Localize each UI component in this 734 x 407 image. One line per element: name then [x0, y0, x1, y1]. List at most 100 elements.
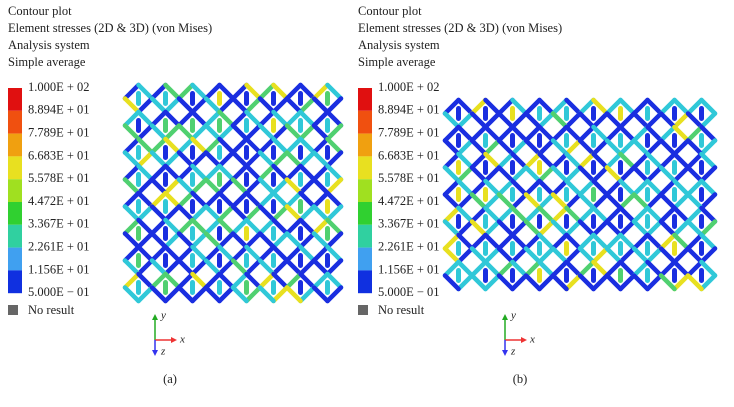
strut	[203, 109, 222, 128]
strut	[257, 109, 276, 128]
strut	[122, 123, 141, 142]
strut	[442, 232, 461, 251]
strut	[672, 151, 691, 170]
strut	[298, 271, 317, 290]
strut	[257, 163, 276, 182]
strut	[325, 217, 344, 236]
strut	[618, 124, 637, 143]
strut	[230, 190, 249, 209]
strut	[604, 232, 623, 251]
strut	[469, 219, 488, 238]
legend-label: 5.000E − 01	[28, 285, 90, 299]
strut	[469, 178, 488, 197]
strut	[658, 273, 677, 292]
legend-label: 3.367E + 01	[378, 217, 440, 231]
strut	[456, 219, 475, 238]
strut	[456, 259, 475, 278]
strut	[244, 271, 263, 290]
strut	[136, 163, 155, 182]
strut	[483, 178, 502, 197]
strut	[136, 271, 155, 290]
strut	[672, 219, 691, 238]
strut	[564, 219, 583, 238]
strut	[645, 232, 664, 251]
strut	[631, 205, 650, 224]
strut	[550, 138, 569, 157]
strut	[577, 232, 596, 251]
strut	[577, 178, 596, 197]
strut	[217, 190, 236, 209]
strut	[537, 259, 556, 278]
legend-label: 1.156E + 01	[28, 262, 90, 276]
strut	[645, 259, 664, 278]
strut	[645, 246, 664, 265]
strut	[217, 271, 236, 290]
strut	[149, 96, 168, 115]
strut	[163, 285, 182, 304]
strut	[217, 82, 236, 101]
strut	[298, 123, 317, 142]
strut	[523, 165, 542, 184]
strut	[685, 178, 704, 197]
strut	[564, 138, 583, 157]
legend-label: 8.894E + 01	[378, 103, 440, 117]
strut	[244, 150, 263, 169]
strut	[658, 151, 677, 170]
strut	[271, 231, 290, 250]
strut	[645, 111, 664, 130]
strut	[325, 150, 344, 169]
strut	[523, 97, 542, 116]
legend-label: 1.000E + 02	[378, 80, 440, 94]
strut	[537, 178, 556, 197]
header-line: Simple average	[358, 55, 436, 69]
strut	[442, 219, 461, 238]
strut	[122, 244, 141, 263]
strut	[284, 136, 303, 155]
strut	[230, 82, 249, 101]
strut	[577, 246, 596, 265]
strut	[510, 178, 529, 197]
strut	[631, 124, 650, 143]
strut	[550, 192, 569, 211]
legend-label: 5.578E + 01	[378, 171, 440, 185]
y-arrow-head	[152, 314, 158, 320]
strut	[163, 231, 182, 250]
strut	[685, 219, 704, 238]
no-result-swatch	[8, 305, 18, 315]
strut	[483, 165, 502, 184]
strut	[271, 204, 290, 223]
legend-label: 3.367E + 01	[28, 217, 90, 231]
strut	[136, 285, 155, 304]
strut	[483, 192, 502, 211]
strut	[203, 123, 222, 142]
strut	[699, 97, 718, 116]
strut	[149, 285, 168, 304]
strut	[203, 150, 222, 169]
strut	[537, 219, 556, 238]
strut	[149, 109, 168, 128]
strut	[149, 244, 168, 263]
strut	[136, 177, 155, 196]
strut	[496, 192, 515, 211]
strut	[298, 231, 317, 250]
strut	[298, 163, 317, 182]
strut	[176, 271, 195, 290]
strut	[163, 96, 182, 115]
strut	[456, 97, 475, 116]
strut	[483, 205, 502, 224]
strut	[618, 219, 637, 238]
strut	[685, 138, 704, 157]
strut	[325, 82, 344, 101]
strut	[257, 123, 276, 142]
color-band	[358, 247, 372, 271]
strut	[190, 136, 209, 155]
strut	[217, 136, 236, 155]
strut	[203, 271, 222, 290]
strut	[645, 151, 664, 170]
strut	[244, 163, 263, 182]
strut	[483, 219, 502, 238]
strut	[672, 246, 691, 265]
strut	[271, 96, 290, 115]
strut	[257, 271, 276, 290]
strut	[311, 123, 330, 142]
